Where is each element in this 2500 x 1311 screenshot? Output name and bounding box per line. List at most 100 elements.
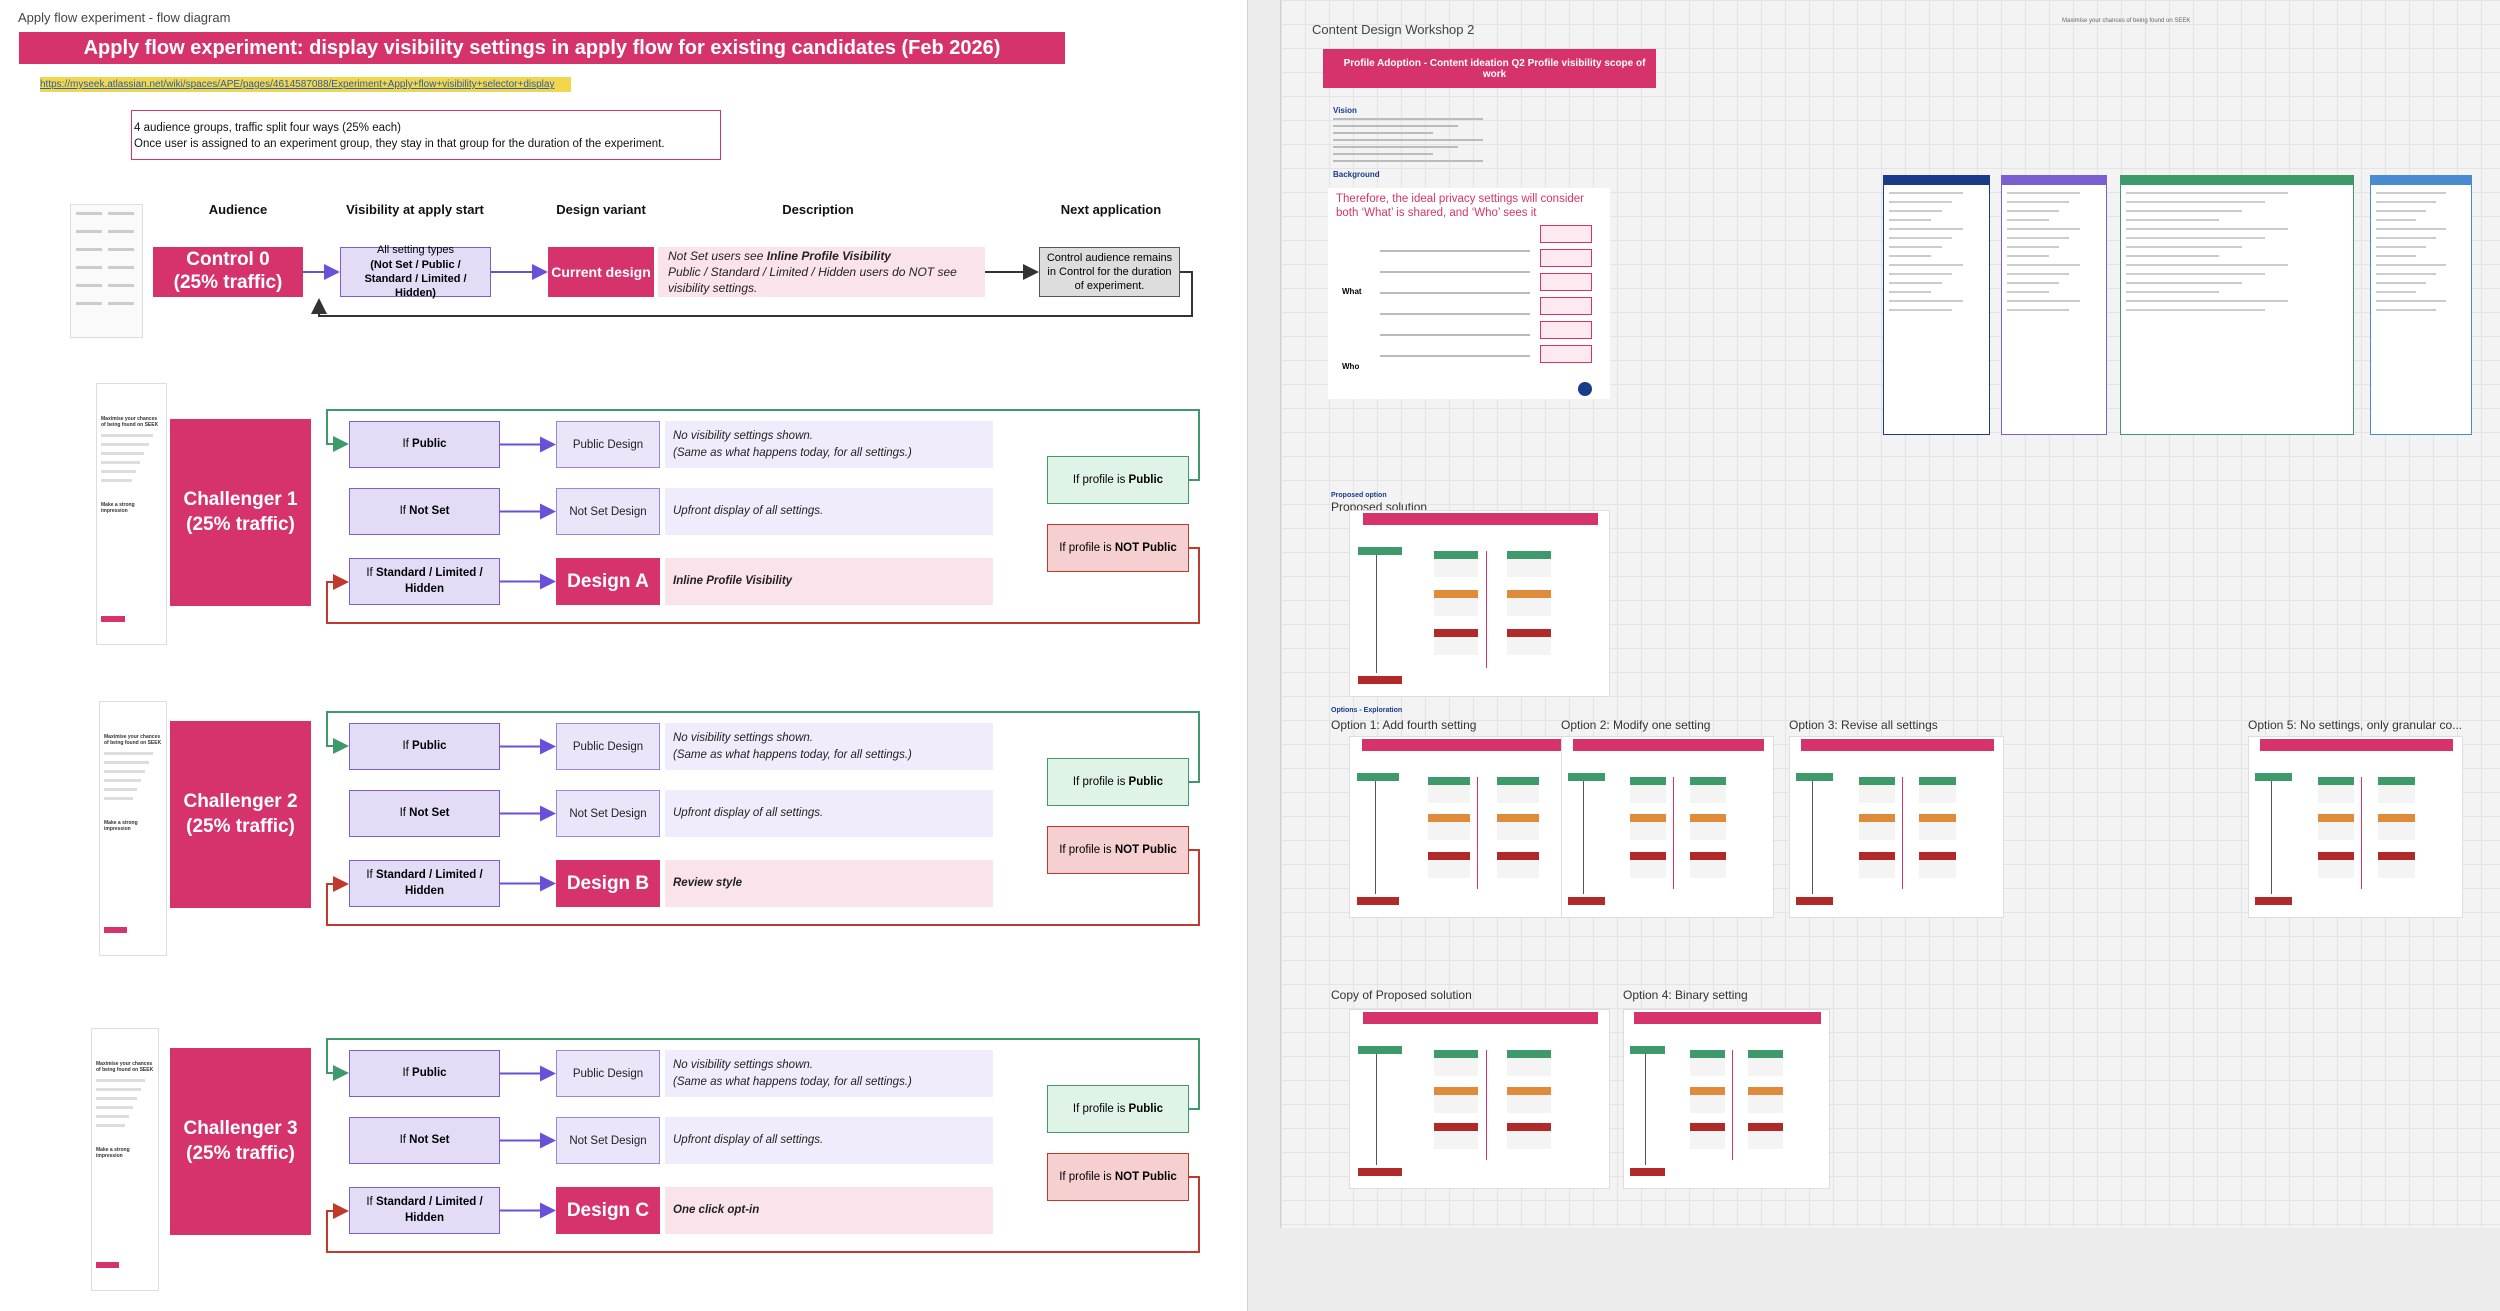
setting-box: [1748, 1050, 1784, 1058]
design-label: Public Design: [572, 438, 644, 451]
setting-body: [1506, 559, 1551, 577]
setting-body: [2317, 859, 2355, 878]
design-box: Design B: [556, 860, 660, 907]
thumb-line: [104, 761, 150, 764]
setting-box: [1630, 851, 1667, 860]
card-header: [1634, 1012, 1821, 1024]
setting-box: [2378, 851, 2415, 860]
description-box: Not Set users see Inline Profile Visibil…: [658, 247, 985, 297]
condition-text: If Not Set: [400, 1133, 450, 1149]
option-card: [1349, 736, 1594, 918]
text-line: [1380, 313, 1530, 315]
setting-box: [1748, 1086, 1784, 1095]
setting-body: [1433, 559, 1478, 577]
text-line: [2376, 246, 2426, 248]
setting-body: [1630, 822, 1667, 841]
feedback-value: Public: [1128, 474, 1164, 486]
control-box: Control 0 (25% traffic): [153, 247, 303, 297]
option-card: [2248, 736, 2463, 918]
text-line: [2126, 273, 2266, 275]
thumb-heading: Make a strong impression: [101, 502, 135, 514]
next-box: Control audience remains in Control for …: [1039, 247, 1180, 297]
thumb-line: [108, 230, 134, 233]
loop-arrow: [326, 711, 1200, 783]
setting-box: [2378, 777, 2415, 785]
thumb-line: [101, 452, 145, 455]
loop-arrow: [311, 271, 1193, 317]
condition-prefix: If: [366, 868, 373, 881]
text-line: [2126, 210, 2242, 212]
setting-body: [1506, 598, 1551, 616]
setting-box: [1497, 814, 1539, 823]
setting-body: [1919, 822, 1956, 841]
visibility-box: All setting types (Not Set / Public / St…: [340, 244, 491, 299]
setting-box: [2317, 814, 2355, 823]
axis-line: [1374, 777, 1376, 894]
challenger-thumbnail: Maximise your chances of being found on …: [91, 1028, 159, 1291]
description-text: Upfront display of all settings.: [673, 505, 824, 518]
text-line: [2007, 291, 2049, 293]
loop-arrow: [326, 409, 1200, 481]
description-text: Not Set users see: [668, 248, 764, 263]
condition-box: If Standard / Limited / Hidden: [349, 860, 500, 907]
design-label: Design B: [566, 872, 650, 894]
feedback-text: If profile is Public: [1073, 1103, 1163, 1115]
text-line: [2376, 300, 2446, 302]
setting-box: [1858, 814, 1896, 823]
text-line: [2007, 192, 2080, 194]
research-column: [2001, 175, 2107, 435]
loop-arrow: [326, 1038, 1200, 1110]
setting-body: [1919, 785, 1956, 803]
text-line: [2007, 300, 2080, 302]
axis-line: [1644, 1050, 1646, 1165]
condition-prefix: If: [399, 504, 406, 517]
description-text: No visibility settings shown.: [673, 1059, 813, 1072]
state-box: [1357, 1046, 1403, 1054]
audience-name: Challenger 2: [183, 790, 298, 812]
feedback-value: NOT Public: [1114, 1171, 1177, 1183]
column-header: [2002, 176, 2106, 185]
feedback-lead: If profile is: [1059, 1171, 1112, 1183]
setting-body: [2378, 822, 2415, 841]
setting-box: [1858, 777, 1896, 785]
thumb-line: [101, 434, 153, 437]
text-line: [2126, 192, 2289, 194]
setting-body: [1689, 785, 1726, 803]
condition-value: Not Set: [409, 1133, 450, 1146]
setting-box: [1428, 814, 1471, 823]
text-line: [1889, 291, 1931, 293]
text-line: [2126, 291, 2219, 293]
text-line: [2126, 237, 2266, 239]
control-thumbnail: [70, 204, 143, 338]
condition-value: Not Set: [409, 806, 450, 819]
setting-box: [1689, 851, 1726, 860]
condition-value: Public: [412, 437, 447, 450]
research-column: [2120, 175, 2354, 435]
description-box: No visibility settings shown. (Same as wh…: [665, 421, 993, 468]
thumb-line: [101, 443, 149, 446]
mapping-line: [1901, 777, 1903, 889]
state-box: [2255, 773, 2292, 781]
text-line: [2376, 201, 2436, 203]
setting-box: [1630, 814, 1667, 823]
condition-text: If Public: [402, 1066, 446, 1082]
feedback-value: NOT Public: [1114, 844, 1177, 856]
setting-body: [1506, 1058, 1551, 1076]
description-text: Upfront display of all settings.: [673, 807, 824, 820]
link[interactable]: https://myseek.atlassian.net/wiki/spaces…: [40, 77, 571, 92]
state-box: [1357, 897, 1399, 905]
setting-box: [1428, 777, 1471, 785]
text-line: [2007, 237, 2070, 239]
state-box: [1796, 773, 1833, 781]
description-box: Upfront display of all settings.: [665, 488, 993, 535]
feedback-text: If profile is Public: [1073, 776, 1163, 788]
setting-body: [2378, 859, 2415, 878]
text-line: [2007, 201, 2070, 203]
text-line: [1889, 264, 1963, 266]
condition-text: If Public: [402, 437, 446, 453]
column-header: [2371, 176, 2471, 185]
state-box: [1568, 897, 1605, 905]
description-emphasis: Inline Profile Visibility: [766, 248, 891, 263]
setting-box: [1689, 777, 1726, 785]
option-card: [1623, 1009, 1830, 1189]
